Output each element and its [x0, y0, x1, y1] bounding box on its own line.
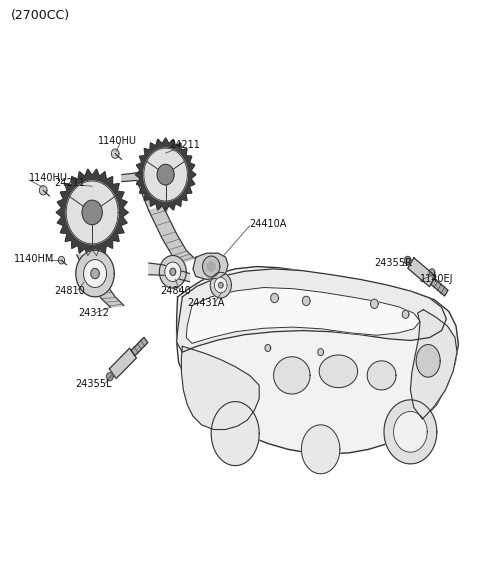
Polygon shape — [318, 349, 324, 356]
Text: 24410A: 24410A — [250, 219, 287, 229]
Text: 24810: 24810 — [54, 286, 85, 296]
Polygon shape — [431, 279, 448, 296]
Polygon shape — [271, 293, 278, 303]
Polygon shape — [301, 425, 340, 474]
Polygon shape — [218, 282, 223, 288]
Polygon shape — [405, 256, 411, 264]
Polygon shape — [408, 258, 435, 287]
Text: 1140HU: 1140HU — [98, 136, 137, 146]
Polygon shape — [135, 138, 196, 211]
Polygon shape — [410, 310, 457, 419]
Polygon shape — [211, 402, 259, 466]
Polygon shape — [274, 357, 310, 394]
Polygon shape — [429, 269, 435, 276]
Polygon shape — [402, 310, 409, 318]
Polygon shape — [59, 257, 64, 264]
Polygon shape — [193, 253, 228, 279]
Polygon shape — [384, 400, 437, 464]
Polygon shape — [177, 267, 458, 454]
Polygon shape — [144, 148, 187, 201]
Polygon shape — [207, 262, 215, 271]
Text: 24840: 24840 — [160, 286, 191, 296]
Text: 1140EJ: 1140EJ — [420, 274, 454, 285]
Polygon shape — [215, 278, 227, 293]
Polygon shape — [159, 255, 186, 288]
Polygon shape — [394, 411, 427, 452]
Polygon shape — [416, 345, 440, 377]
Text: 1140HM: 1140HM — [14, 254, 55, 264]
Polygon shape — [82, 200, 102, 225]
Polygon shape — [181, 346, 259, 430]
Polygon shape — [56, 169, 128, 255]
Polygon shape — [149, 207, 194, 263]
Polygon shape — [84, 260, 107, 288]
Polygon shape — [111, 149, 119, 158]
Text: 24211: 24211 — [169, 140, 200, 151]
Polygon shape — [107, 372, 113, 381]
Polygon shape — [367, 361, 396, 390]
Text: 24312: 24312 — [78, 308, 109, 318]
Text: 24431A: 24431A — [188, 297, 225, 308]
Polygon shape — [177, 269, 446, 352]
Polygon shape — [77, 255, 124, 307]
Text: 24355L: 24355L — [75, 379, 112, 389]
Polygon shape — [149, 263, 190, 282]
Text: 24211: 24211 — [54, 178, 85, 189]
Polygon shape — [39, 186, 47, 195]
Polygon shape — [371, 299, 378, 308]
Polygon shape — [157, 164, 174, 185]
Polygon shape — [91, 268, 99, 279]
Text: (2700CC): (2700CC) — [11, 9, 70, 22]
Polygon shape — [186, 288, 420, 343]
Text: 1140HU: 1140HU — [29, 172, 68, 183]
Polygon shape — [319, 355, 358, 388]
Polygon shape — [210, 272, 231, 298]
Polygon shape — [265, 345, 271, 352]
Text: 24355R: 24355R — [375, 258, 412, 268]
Polygon shape — [302, 296, 310, 306]
Polygon shape — [170, 268, 176, 275]
Polygon shape — [66, 181, 118, 244]
Polygon shape — [203, 256, 220, 277]
Polygon shape — [109, 348, 136, 378]
Polygon shape — [165, 262, 181, 282]
Polygon shape — [131, 338, 148, 356]
Polygon shape — [122, 173, 149, 211]
Polygon shape — [76, 250, 114, 297]
